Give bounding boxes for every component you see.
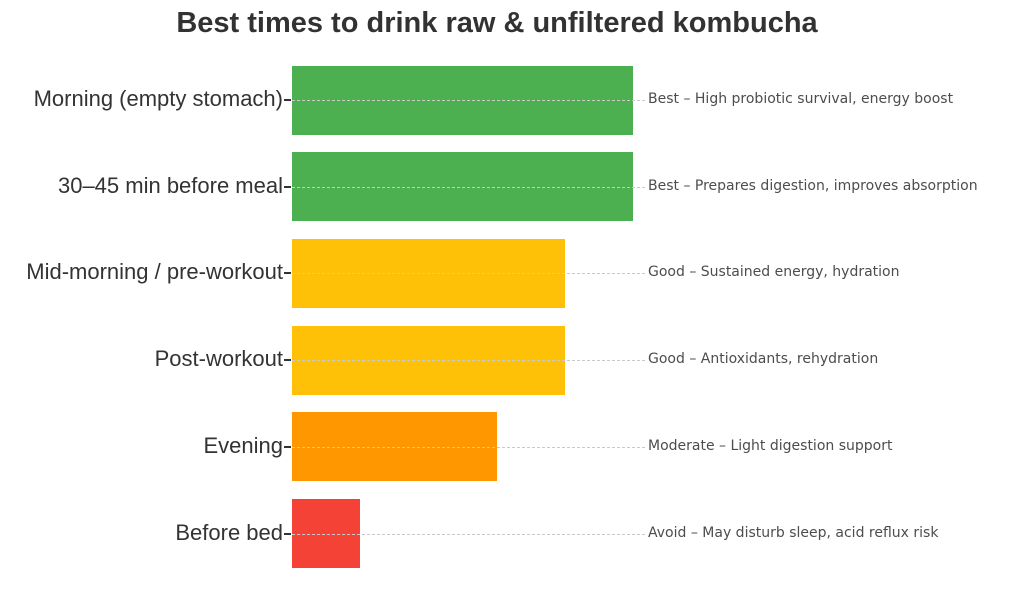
axis-tick — [284, 272, 291, 275]
annotation-label: Best – High probiotic survival, energy b… — [648, 91, 954, 107]
category-label: Before bed — [175, 519, 283, 545]
dashed-guide-line — [292, 273, 645, 275]
annotation-label: Moderate – Light digestion support — [648, 437, 893, 454]
dashed-guide-line — [292, 533, 645, 535]
category-label: 30–45 min before meal — [57, 172, 283, 198]
category-label: Morning (empty stomach) — [33, 86, 283, 111]
category-label: Evening — [203, 432, 283, 458]
dashed-guide-line — [292, 360, 645, 362]
dashed-guide-line — [292, 446, 645, 448]
axis-tick — [284, 185, 291, 188]
category-label: Mid-morning / pre-workout — [26, 259, 283, 285]
annotation-label: Avoid – May disturb sleep, acid reflux r… — [648, 524, 939, 541]
axis-tick — [284, 532, 291, 535]
dashed-guide-line — [292, 186, 645, 188]
annotation-label: Good – Antioxidants, rehydration — [648, 351, 879, 368]
axis-tick — [284, 445, 291, 448]
axis-tick — [284, 359, 291, 362]
annotation-label: Best – Prepares digestion, improves abso… — [648, 177, 978, 194]
dashed-guide-line — [292, 100, 645, 101]
annotation-label: Good – Sustained energy, hydration — [648, 264, 900, 281]
axis-tick — [284, 99, 291, 101]
category-label: Post-workout — [154, 346, 283, 372]
chart-title: Best times to drink raw & unfiltered kom… — [176, 7, 818, 39]
